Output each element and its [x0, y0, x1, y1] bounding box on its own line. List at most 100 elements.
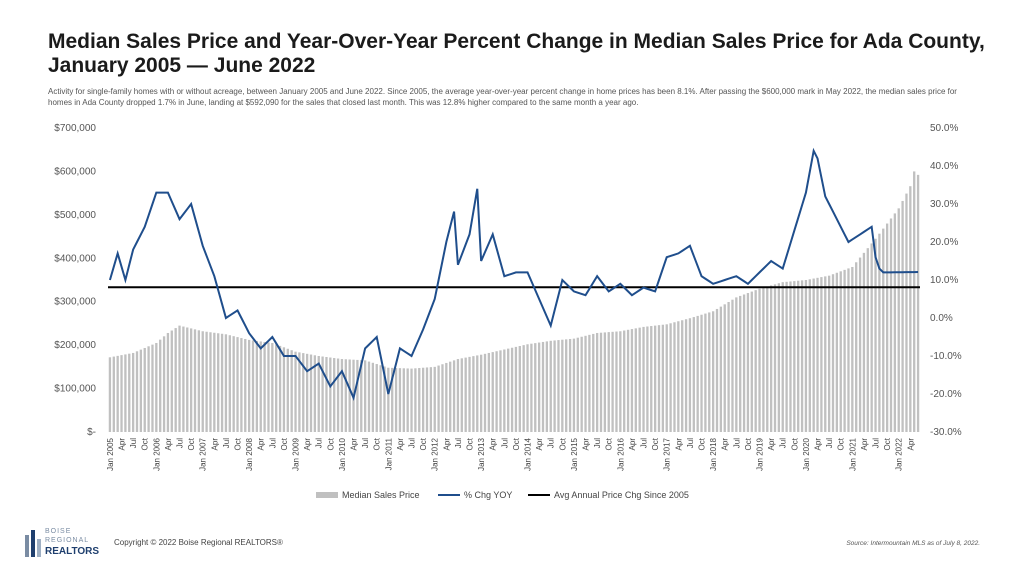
- x-axis-tick-label: Jan 2010: [338, 437, 347, 470]
- price-bar: [344, 359, 347, 432]
- x-axis-tick-label: Jul: [872, 438, 881, 448]
- x-axis-tick-label: Apr: [674, 438, 683, 451]
- price-bar: [441, 364, 444, 432]
- x-axis-tick-label: Jan 2013: [477, 437, 486, 470]
- x-axis-tick-label: Apr: [303, 438, 312, 451]
- x-axis-tick-label: Jul: [593, 438, 602, 448]
- price-bar: [236, 337, 239, 432]
- price-bar: [302, 353, 305, 432]
- x-axis-tick-label: Oct: [651, 437, 660, 450]
- x-axis-tick-label: Jan 2018: [709, 437, 718, 470]
- x-axis-tick-label: Apr: [210, 438, 219, 451]
- price-bar: [491, 352, 494, 432]
- price-bar: [545, 341, 549, 432]
- price-bar: [135, 351, 139, 432]
- price-bar: [878, 233, 881, 432]
- price-bar: [827, 275, 831, 432]
- price-bar: [120, 355, 123, 432]
- x-axis-tick-label: Jan 2014: [524, 437, 533, 470]
- price-bar: [831, 274, 835, 432]
- price-bar: [325, 357, 328, 432]
- x-axis-tick-label: Oct: [512, 437, 521, 450]
- price-bar: [367, 361, 371, 432]
- price-bar: [286, 348, 289, 432]
- x-axis-tick-label: Oct: [373, 437, 382, 450]
- x-axis-tick-label: Oct: [790, 437, 799, 450]
- price-bar: [452, 360, 456, 432]
- price-bar: [851, 266, 854, 432]
- price-bar: [549, 340, 552, 432]
- price-bar: [305, 353, 309, 432]
- price-bar: [576, 337, 579, 432]
- price-bar: [526, 344, 529, 432]
- x-axis-tick-label: Oct: [698, 437, 707, 450]
- price-bar: [112, 356, 115, 432]
- right-axis-tick-label: 10.0%: [930, 275, 958, 286]
- x-axis-tick-label: Jul: [176, 438, 185, 448]
- price-bar: [789, 281, 792, 432]
- price-bar: [797, 280, 800, 432]
- x-axis-tick-label: Jan 2005: [106, 437, 115, 470]
- price-bar: [843, 269, 846, 432]
- price-bar: [182, 326, 185, 432]
- price-bar: [642, 326, 645, 432]
- price-bar: [143, 347, 146, 432]
- x-axis-tick-label: Jan 2006: [152, 437, 161, 470]
- price-bar: [217, 333, 220, 432]
- price-bar: [178, 325, 181, 432]
- price-bar: [464, 357, 467, 432]
- price-bar: [433, 366, 436, 432]
- price-bar: [329, 357, 332, 432]
- price-bar: [781, 282, 784, 432]
- price-bar: [607, 332, 610, 432]
- price-bar: [460, 358, 463, 432]
- price-bar: [746, 293, 750, 432]
- price-bar: [897, 208, 900, 432]
- price-bar: [584, 335, 587, 432]
- price-bar: [151, 344, 154, 432]
- legend-label: Median Sales Price: [342, 490, 420, 500]
- price-bar: [653, 325, 657, 432]
- left-axis-tick-label: $-: [87, 427, 96, 438]
- price-bar: [592, 333, 595, 432]
- price-bar: [255, 340, 259, 432]
- x-axis-tick-label: Jul: [454, 438, 463, 448]
- price-bar: [711, 311, 715, 432]
- price-bar: [599, 332, 603, 432]
- x-axis-tick-label: Apr: [582, 438, 591, 451]
- price-bar: [692, 317, 695, 432]
- x-axis-tick-label: Jan 2019: [756, 437, 765, 470]
- price-bar: [275, 344, 278, 432]
- price-bar: [186, 327, 189, 432]
- price-bar: [170, 330, 173, 432]
- logo-text: REALTORS: [45, 546, 100, 557]
- price-bar: [615, 331, 618, 432]
- price-bar: [429, 367, 433, 432]
- price-bar: [855, 262, 858, 432]
- left-axis-tick-label: $100,000: [54, 384, 96, 395]
- price-bar: [159, 339, 162, 432]
- price-bar: [128, 353, 131, 432]
- price-bar: [479, 354, 483, 432]
- x-axis-tick-label: Apr: [164, 438, 173, 451]
- x-axis-tick-label: Jul: [500, 438, 509, 448]
- price-bar: [611, 331, 614, 432]
- x-axis-tick-label: Jan 2007: [199, 437, 208, 470]
- price-bar: [472, 356, 475, 432]
- price-bar: [189, 328, 193, 432]
- price-bar: [634, 328, 637, 432]
- logo-text: REGIONAL: [45, 537, 90, 544]
- logo-text: BOISE: [45, 528, 72, 535]
- price-bar: [862, 252, 866, 432]
- price-bar: [437, 365, 440, 432]
- price-bar: [739, 295, 742, 432]
- price-bar: [514, 346, 518, 432]
- price-bar: [468, 356, 471, 432]
- x-axis-tick-label: Oct: [234, 437, 243, 450]
- price-bar: [162, 336, 166, 432]
- price-bar: [456, 359, 460, 432]
- price-bar: [220, 333, 224, 432]
- price-bar: [603, 332, 607, 432]
- price-bar: [553, 340, 556, 432]
- price-bar: [773, 284, 777, 432]
